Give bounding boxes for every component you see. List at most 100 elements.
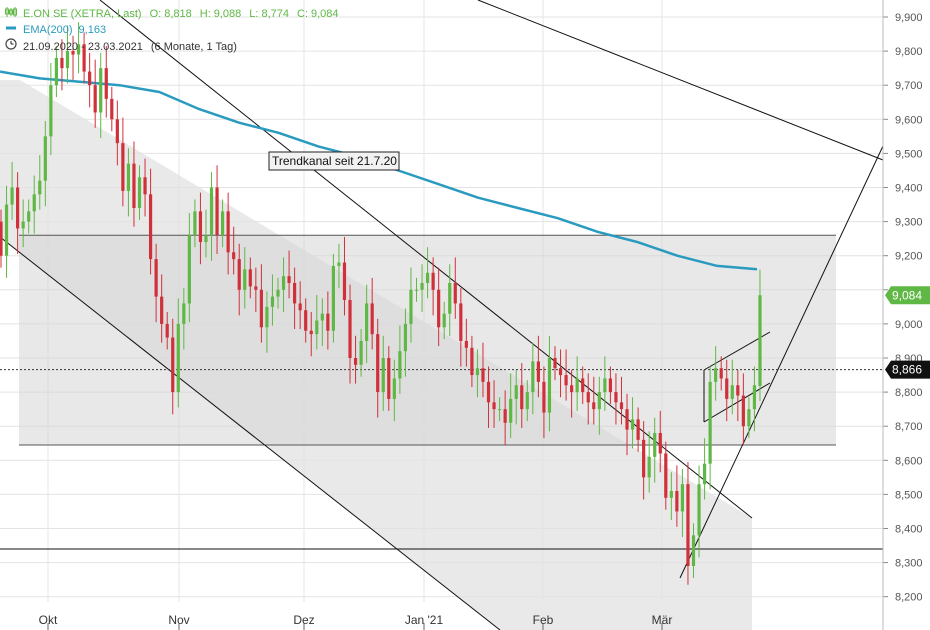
x-tick-label: Nov — [168, 613, 189, 627]
crosshair-price-tag-bg — [885, 360, 930, 379]
candle-body — [514, 385, 518, 399]
candle-body — [209, 187, 214, 236]
candle-body — [187, 235, 191, 304]
candle-body — [171, 337, 175, 393]
legend-open-value: 8,818 — [164, 8, 192, 20]
candle — [558, 349, 563, 398]
candle-body — [254, 286, 258, 290]
candlestick-icon — [4, 6, 18, 22]
candle — [730, 359, 734, 415]
candle-body — [176, 323, 180, 393]
crosshair-price-tag: 8,866 — [885, 360, 930, 379]
overlay-layer: Trendkanal seit 21.7.20 9,084 8,866 — [268, 151, 930, 379]
candle — [259, 264, 263, 343]
y-tick-label: 9,800 — [895, 46, 923, 58]
candle — [409, 267, 413, 343]
candle-body — [664, 453, 668, 498]
candle — [708, 366, 712, 490]
y-tick-label: 8,700 — [895, 421, 923, 433]
candle-body — [82, 44, 86, 72]
candle — [237, 243, 241, 316]
candle-body — [287, 276, 291, 283]
candle — [702, 438, 707, 500]
candle — [326, 291, 330, 350]
candle-body — [536, 361, 540, 382]
candle-body — [193, 211, 197, 236]
candle-body — [353, 358, 358, 365]
legend-close-label: C: — [297, 8, 308, 20]
candle-body — [669, 490, 673, 498]
y-tick-label: 9,700 — [895, 80, 923, 92]
candle — [747, 397, 751, 439]
candle-body — [675, 490, 679, 512]
candle-body — [259, 289, 263, 328]
candle — [226, 192, 230, 275]
candle — [165, 311, 169, 350]
candle-body — [486, 381, 491, 403]
candle — [248, 257, 252, 299]
candle — [182, 288, 186, 350]
candle-body — [54, 57, 58, 86]
candle — [27, 199, 31, 234]
candle-body — [276, 289, 280, 297]
x-tick-label: Mär — [652, 613, 673, 627]
candle-body — [387, 358, 391, 399]
candle — [243, 247, 247, 309]
candle — [16, 172, 20, 254]
candle — [653, 417, 657, 483]
x-tick-label: Okt — [39, 613, 58, 627]
candle-body — [293, 282, 297, 304]
candle-body — [409, 289, 413, 324]
candle-body — [76, 44, 81, 55]
candle — [176, 298, 180, 408]
candle-body — [608, 378, 612, 393]
candle-body — [636, 419, 640, 440]
y-tick-label: 9,200 — [895, 251, 923, 263]
legend-instrument: E.ON SE (XETRA, Last) — [23, 8, 142, 20]
candle — [0, 209, 3, 268]
candle-body — [431, 272, 435, 290]
candle — [93, 59, 97, 128]
candle — [204, 209, 208, 258]
candle-body — [132, 163, 136, 208]
annotation-text: Trendkanal seit 21.7.20 — [272, 154, 397, 168]
candle — [741, 373, 745, 445]
candle — [281, 257, 286, 312]
candle — [392, 359, 396, 422]
candle — [209, 172, 214, 261]
candle — [137, 165, 142, 220]
candle-body — [747, 409, 751, 427]
clock-icon — [4, 38, 18, 55]
candle — [725, 359, 729, 422]
line-swatch-icon — [4, 22, 18, 38]
candle-body — [492, 402, 496, 410]
y-tick-label: 8,600 — [895, 455, 923, 467]
candle-body — [509, 398, 513, 423]
candle — [553, 346, 557, 381]
candle-body — [88, 71, 92, 86]
candle — [88, 52, 92, 108]
candle-body — [110, 98, 114, 120]
candles-layer — [0, 22, 762, 585]
candle — [564, 349, 568, 401]
candle-body — [719, 368, 723, 379]
candle-body — [442, 313, 446, 328]
candle-body — [215, 187, 219, 236]
candle-body — [298, 303, 302, 311]
candle-body — [148, 194, 153, 260]
candle — [669, 472, 673, 520]
y-tick-label: 9,500 — [895, 148, 923, 160]
candle — [520, 363, 524, 428]
candle-body — [420, 282, 424, 290]
candle-body — [736, 385, 740, 396]
candle — [82, 32, 86, 84]
candle-body — [758, 295, 762, 386]
candle-body — [21, 221, 25, 229]
candle — [758, 269, 762, 402]
candle — [630, 397, 635, 449]
candle-body — [691, 535, 696, 567]
candle — [719, 356, 723, 391]
candle-body — [270, 296, 275, 307]
candle — [121, 117, 125, 207]
candle-body — [392, 378, 396, 399]
